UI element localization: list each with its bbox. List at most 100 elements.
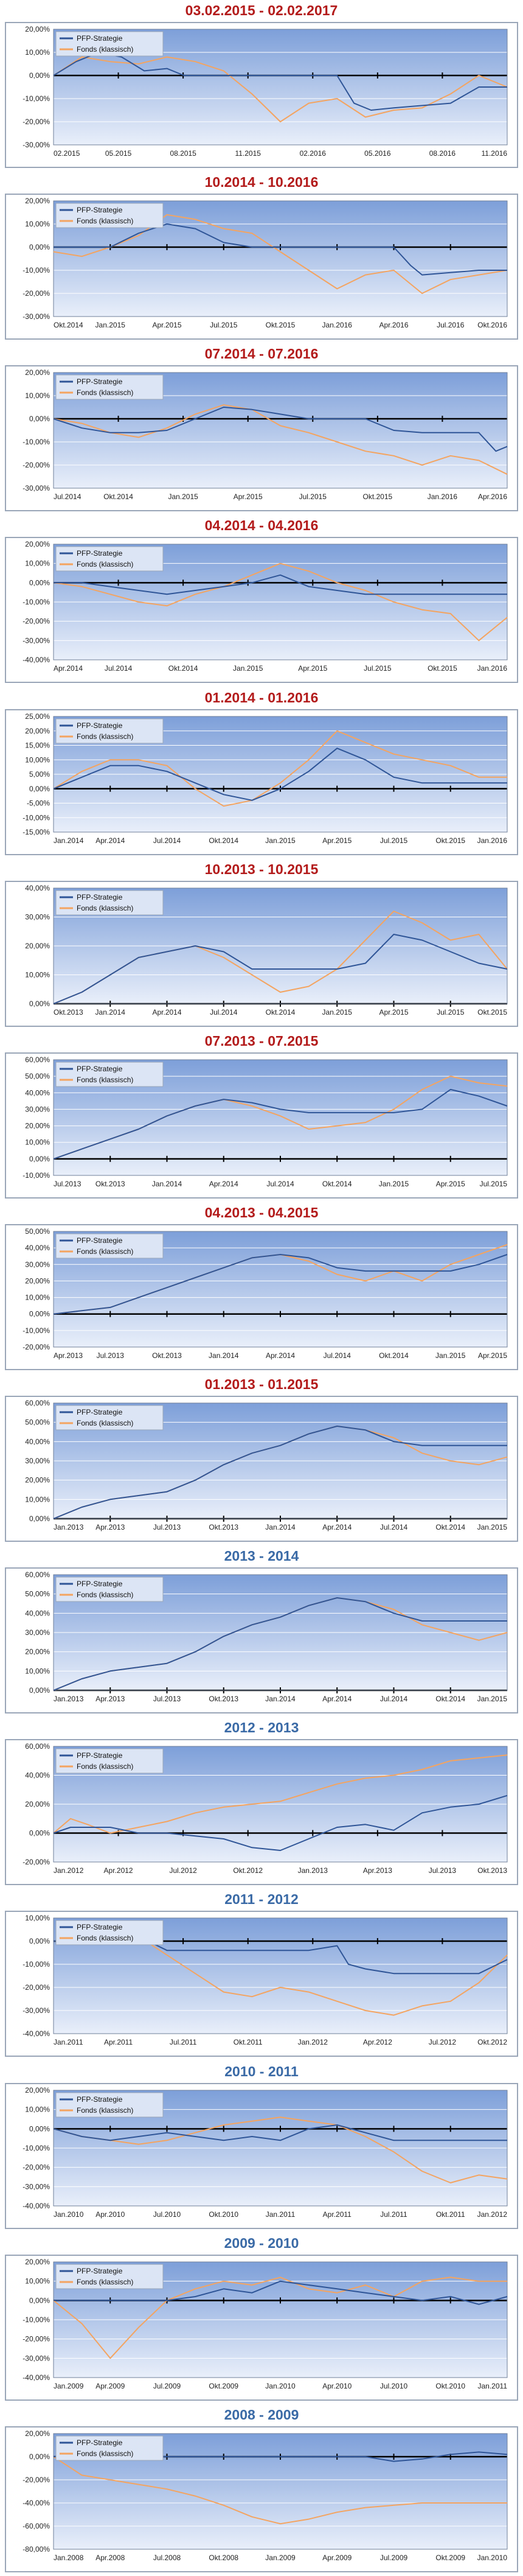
x-tick-label: 02.2016 — [300, 149, 327, 158]
y-tick-label: 0,00% — [29, 2296, 50, 2305]
x-tick-label: Apr.2013 — [95, 1523, 125, 1531]
y-tick-label: -10,00% — [23, 2315, 50, 2324]
x-tick-label: Jul.2016 — [437, 321, 465, 329]
series-line-pfp — [53, 407, 508, 452]
chart-frame: 20,00% 10,00% 0,00% -10,00% -20,00% -30,00% -4… — [5, 537, 518, 684]
legend-box — [55, 890, 164, 915]
series-line-fonds — [53, 2276, 507, 2359]
series-line-pfp — [53, 1253, 508, 1315]
series-line-pfp — [53, 933, 508, 1004]
y-tick-label: 60,00% — [25, 1055, 50, 1064]
legend-box — [55, 374, 164, 400]
legend-label-pfp: PFP-Strategie — [77, 1751, 123, 1760]
chart-frame: 50,00% 40,00% 30,00% 20,00% 10,00% 0,00% -10,0… — [5, 1223, 518, 1370]
x-tick-label: Apr.2015 — [478, 1351, 507, 1360]
x-tick-label: Okt.2014 — [54, 321, 83, 329]
legend-label-pfp: PFP-Strategie — [77, 206, 123, 214]
chart-frame: 60,00% 50,00% 40,00% 30,00% 20,00% 10,00% 0,00… — [5, 1567, 518, 1714]
legend-label-pfp: PFP-Strategie — [77, 34, 123, 43]
y-tick-label: -20,00% — [23, 117, 50, 126]
x-tick-label: Jan.2009 — [265, 2553, 296, 2562]
chart-frame: 20,00% 10,00% 0,00% -10,00% -20,00% -30,00% Ok… — [5, 194, 518, 340]
chart-svg: 60,00% 50,00% 40,00% 30,00% 20,00% 10,00% 0,00… — [25, 1570, 508, 1703]
chart-frame: 20,00% 10,00% 0,00% -10,00% -20,00% -30,00% Ju… — [5, 365, 518, 512]
legend: PFP-Strategie Fonds (klassisch) — [55, 1062, 164, 1087]
legend-label-pfp: PFP-Strategie — [77, 893, 123, 901]
x-tick-label: 11.2015 — [235, 149, 261, 158]
y-tick-label: 0,00% — [29, 1829, 50, 1838]
y-tick-label: 0,00% — [29, 999, 50, 1008]
x-tick-label: Okt.2015 — [266, 321, 296, 329]
legend-box — [55, 31, 164, 57]
chart-title: 07.2014 - 07.2016 — [204, 346, 319, 362]
chart-panel: 2010 - 2011 20,00% 10,00% 0,00% -10,00% -20,0… — [0, 2061, 523, 2233]
x-tick-label: Okt.2013 — [209, 1695, 238, 1703]
y-tick-label: -30,00% — [23, 2006, 50, 2015]
y-tick-label: 20,00% — [25, 1476, 50, 1485]
x-tick-label: Apr.2014 — [54, 664, 83, 673]
x-tick-label: Jul.2008 — [153, 2553, 181, 2562]
plot-border — [53, 716, 508, 833]
series-line-pfp — [53, 2124, 507, 2141]
x-tick-label: Jan.2013 — [54, 1523, 84, 1531]
y-tick-label: 20,00% — [25, 2258, 50, 2266]
y-tick-label: -10,00% — [23, 438, 50, 446]
x-tick-label: Jan.2013 — [54, 1695, 84, 1703]
x-tick-label: Jul.2009 — [153, 2382, 181, 2390]
y-tick-label: -30,00% — [23, 312, 50, 321]
legend-label-pfp: PFP-Strategie — [77, 721, 123, 730]
y-tick-label: 0,00% — [29, 2452, 50, 2461]
y-tick-label: 20,00% — [25, 2429, 50, 2438]
x-tick-label: Jul.2009 — [380, 2553, 408, 2562]
legend-box — [55, 546, 164, 572]
y-tick-label: 10,00% — [25, 1667, 50, 1675]
series-line-fonds — [53, 214, 508, 295]
x-tick-label: Apr.2015 — [322, 836, 352, 845]
y-tick-label: 60,00% — [25, 1399, 50, 1407]
x-tick-label: Jan.2014 — [265, 1695, 296, 1703]
y-tick-label: -10,00% — [23, 1171, 50, 1180]
chart-panel: 04.2013 - 04.2015 50,00% 40,00% 30,00% 20,00… — [0, 1202, 523, 1374]
x-tick-label: Jan.2010 — [54, 2210, 84, 2219]
chart-svg: 60,00% 40,00% 20,00% 0,00% -20,00% Jan.2012 Ap… — [23, 1742, 508, 1875]
x-tick-label: Jan.2015 — [265, 836, 296, 845]
chart-title: 2013 - 2014 — [224, 1548, 299, 1564]
x-tick-label: Apr.2009 — [322, 2553, 352, 2562]
y-tick-label: 10,00% — [25, 559, 50, 568]
chart-svg: 20,00% 10,00% 0,00% -10,00% -20,00% -30,00% -4… — [23, 2086, 508, 2219]
y-tick-label: 40,00% — [25, 1244, 50, 1252]
x-tick-label: Jan.2014 — [54, 836, 84, 845]
x-tick-label: Apr.2011 — [104, 2038, 133, 2046]
series-line-pfp — [53, 747, 507, 801]
x-tick-label: Okt.2013 — [152, 1351, 182, 1360]
legend-box — [55, 203, 164, 228]
y-tick-label: -40,00% — [23, 2202, 50, 2210]
legend-label-pfp: PFP-Strategie — [77, 377, 123, 386]
y-tick-label: 0,00% — [29, 784, 50, 793]
x-tick-label: Jul.2012 — [429, 2038, 457, 2046]
chart-panel: 10.2014 - 10.2016 20,00% 10,00% 0,00% -10,00… — [0, 172, 523, 343]
series-line-pfp — [54, 575, 507, 595]
legend: PFP-Strategie Fonds (klassisch) — [55, 546, 164, 572]
x-tick-label: Okt.2012 — [233, 1866, 263, 1875]
y-tick-label: 50,00% — [25, 1227, 50, 1236]
x-tick-label: Jul.2013 — [429, 1866, 457, 1875]
y-tick-label: -20,00% — [23, 1343, 50, 1351]
x-tick-label: 11.2016 — [482, 149, 508, 158]
x-tick-label: Okt.2012 — [477, 2038, 507, 2046]
x-tick-label: Jul.2011 — [170, 2038, 197, 2046]
legend-box — [55, 1233, 164, 1259]
chart-frame: 60,00% 40,00% 20,00% 0,00% -20,00% Jan.2012 Ap… — [5, 1739, 518, 1886]
legend-label-fonds: Fonds (klassisch) — [77, 45, 133, 54]
x-tick-label: Apr.2012 — [104, 1866, 133, 1875]
x-tick-label: Jan.2010 — [477, 2553, 508, 2562]
x-tick-label: Apr.2010 — [322, 2382, 352, 2390]
series-line-fonds — [53, 2455, 507, 2525]
x-tick-label: Jan.2014 — [265, 1523, 296, 1531]
y-tick-label: 0,00% — [29, 1686, 50, 1695]
x-tick-label: Jan.2008 — [54, 2553, 84, 2562]
legend-box — [55, 1405, 164, 1430]
x-tick-label: Jul.2012 — [169, 1866, 197, 1875]
y-tick-label: -40,00% — [23, 2029, 50, 2038]
legend-label-fonds: Fonds (klassisch) — [77, 560, 133, 569]
